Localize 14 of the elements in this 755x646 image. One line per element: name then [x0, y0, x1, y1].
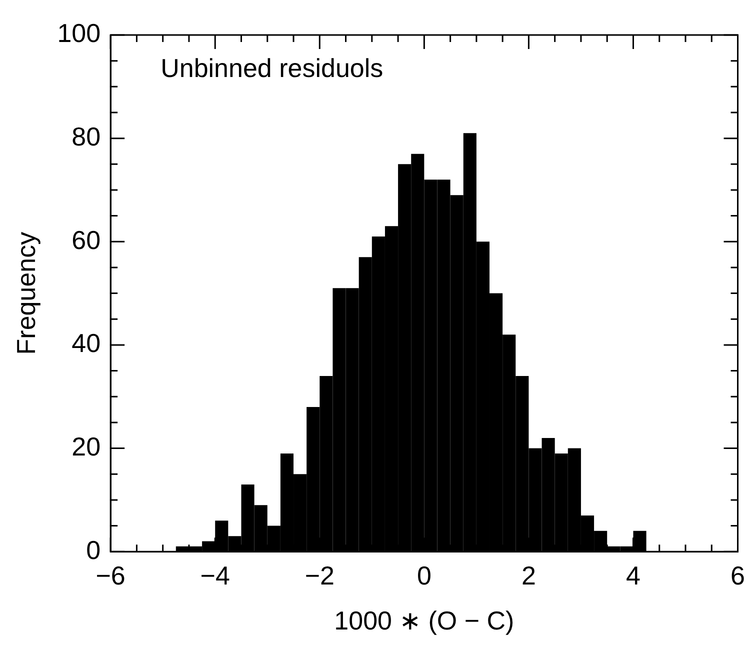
y-tick-label: 100: [57, 18, 101, 48]
x-tick-label: −2: [304, 560, 334, 590]
x-tick-label: 6: [730, 560, 746, 590]
y-tick-label: 20: [72, 431, 101, 462]
y-tick-label: 80: [72, 121, 101, 152]
x-tick-label: −4: [200, 560, 230, 590]
x-tick-label: 4: [626, 560, 640, 590]
y-tick-label: 60: [72, 224, 101, 255]
annotation: Unbinned residuols: [160, 53, 384, 84]
x-tick-label: 0: [416, 560, 432, 590]
x-axis-title: 1000 ∗ (O − C): [334, 606, 514, 636]
y-axis-title: Frequency: [10, 232, 41, 355]
y-tick-label: 40: [72, 328, 101, 358]
x-tick-label: 2: [521, 560, 536, 590]
